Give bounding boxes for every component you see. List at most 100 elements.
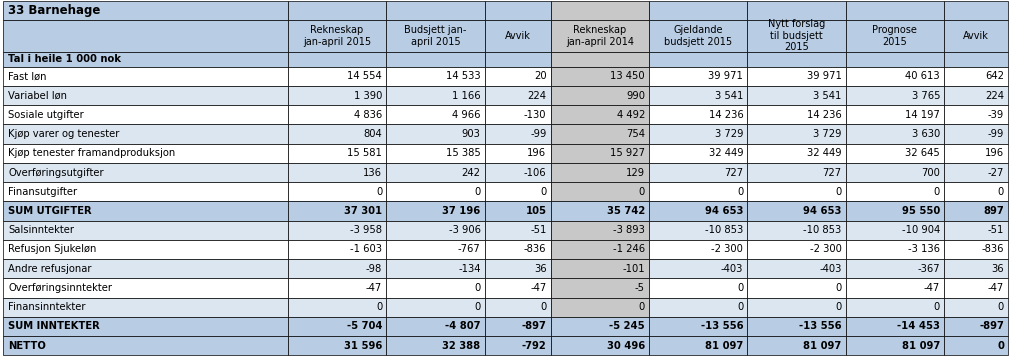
Bar — [3, 163, 288, 182]
Text: -2 300: -2 300 — [810, 245, 842, 255]
Bar — [484, 278, 551, 298]
Bar — [3, 1, 288, 20]
Bar — [551, 124, 649, 144]
Text: 700: 700 — [921, 168, 940, 178]
Bar — [551, 52, 649, 67]
Text: -106: -106 — [524, 168, 547, 178]
Bar — [649, 298, 748, 317]
Bar — [386, 86, 484, 105]
Text: 15 385: 15 385 — [446, 148, 480, 158]
Bar — [748, 52, 846, 67]
Bar — [288, 182, 386, 201]
Bar — [288, 52, 386, 67]
Text: 3 630: 3 630 — [912, 129, 940, 139]
Text: Prognose
2015: Prognose 2015 — [873, 25, 917, 47]
Bar — [748, 163, 846, 182]
Bar — [484, 182, 551, 201]
Text: -3 906: -3 906 — [449, 225, 480, 235]
Bar — [386, 124, 484, 144]
Bar — [649, 124, 748, 144]
Bar — [288, 1, 386, 20]
Bar — [484, 52, 551, 67]
Text: 40 613: 40 613 — [905, 71, 940, 81]
Bar — [846, 20, 944, 52]
Text: Andre refusjonar: Andre refusjonar — [8, 264, 92, 274]
Bar — [551, 298, 649, 317]
Bar — [846, 86, 944, 105]
Bar — [649, 240, 748, 259]
Text: 727: 727 — [822, 168, 842, 178]
Bar — [748, 182, 846, 201]
Text: 15 581: 15 581 — [347, 148, 382, 158]
Text: 35 742: 35 742 — [606, 206, 645, 216]
Text: -134: -134 — [458, 264, 480, 274]
Text: 32 645: 32 645 — [905, 148, 940, 158]
Bar — [649, 278, 748, 298]
Text: 33 Barnehage: 33 Barnehage — [8, 4, 101, 17]
Bar — [386, 317, 484, 336]
Bar — [3, 86, 288, 105]
Text: -403: -403 — [720, 264, 744, 274]
Bar — [944, 52, 1008, 67]
Text: 14 533: 14 533 — [446, 71, 480, 81]
Bar — [484, 20, 551, 52]
Text: 0: 0 — [998, 187, 1004, 197]
Bar — [484, 240, 551, 259]
Text: Finansutgifter: Finansutgifter — [8, 187, 78, 197]
Text: 0: 0 — [835, 283, 842, 293]
Text: 0: 0 — [934, 302, 940, 312]
Bar — [288, 201, 386, 221]
Bar — [846, 221, 944, 240]
Bar — [386, 1, 484, 20]
Bar — [649, 259, 748, 278]
Bar — [386, 20, 484, 52]
Text: 36: 36 — [991, 264, 1004, 274]
Text: 81 097: 81 097 — [902, 341, 940, 351]
Bar — [484, 259, 551, 278]
Text: -897: -897 — [522, 321, 547, 331]
Bar — [649, 20, 748, 52]
Text: 0: 0 — [474, 283, 480, 293]
Bar — [649, 52, 748, 67]
Text: Kjøp varer og tenester: Kjøp varer og tenester — [8, 129, 119, 139]
Bar — [386, 278, 484, 298]
Bar — [386, 67, 484, 86]
Text: Budsjett jan-
april 2015: Budsjett jan- april 2015 — [405, 25, 466, 47]
Bar — [748, 86, 846, 105]
Bar — [3, 105, 288, 124]
Text: -14 453: -14 453 — [897, 321, 940, 331]
Text: 14 236: 14 236 — [807, 110, 842, 120]
Bar — [846, 1, 944, 20]
Text: -98: -98 — [366, 264, 382, 274]
Bar — [386, 105, 484, 124]
Text: -2 300: -2 300 — [711, 245, 744, 255]
Text: Fast løn: Fast løn — [8, 71, 46, 81]
Text: 39 971: 39 971 — [807, 71, 842, 81]
Text: -27: -27 — [988, 168, 1004, 178]
Bar — [551, 105, 649, 124]
Text: 0: 0 — [639, 302, 645, 312]
Text: 1 166: 1 166 — [452, 90, 480, 100]
Text: 4 836: 4 836 — [354, 110, 382, 120]
Bar — [386, 298, 484, 317]
Text: 3 729: 3 729 — [813, 129, 842, 139]
Text: 0: 0 — [934, 187, 940, 197]
Text: -51: -51 — [988, 225, 1004, 235]
Text: 32 449: 32 449 — [807, 148, 842, 158]
Bar — [484, 86, 551, 105]
Text: 32 388: 32 388 — [442, 341, 480, 351]
Text: 0: 0 — [835, 302, 842, 312]
Text: 0: 0 — [835, 187, 842, 197]
Text: Tal i heile 1 000 nok: Tal i heile 1 000 nok — [8, 54, 121, 64]
Bar — [484, 1, 551, 20]
Text: -897: -897 — [979, 321, 1004, 331]
Bar — [944, 298, 1008, 317]
Text: Overføringsutgifter: Overføringsutgifter — [8, 168, 104, 178]
Text: -403: -403 — [819, 264, 842, 274]
Bar — [944, 163, 1008, 182]
Bar — [748, 105, 846, 124]
Bar — [386, 144, 484, 163]
Text: -13 556: -13 556 — [799, 321, 842, 331]
Text: NETTO: NETTO — [8, 341, 46, 351]
Text: -3 136: -3 136 — [908, 245, 940, 255]
